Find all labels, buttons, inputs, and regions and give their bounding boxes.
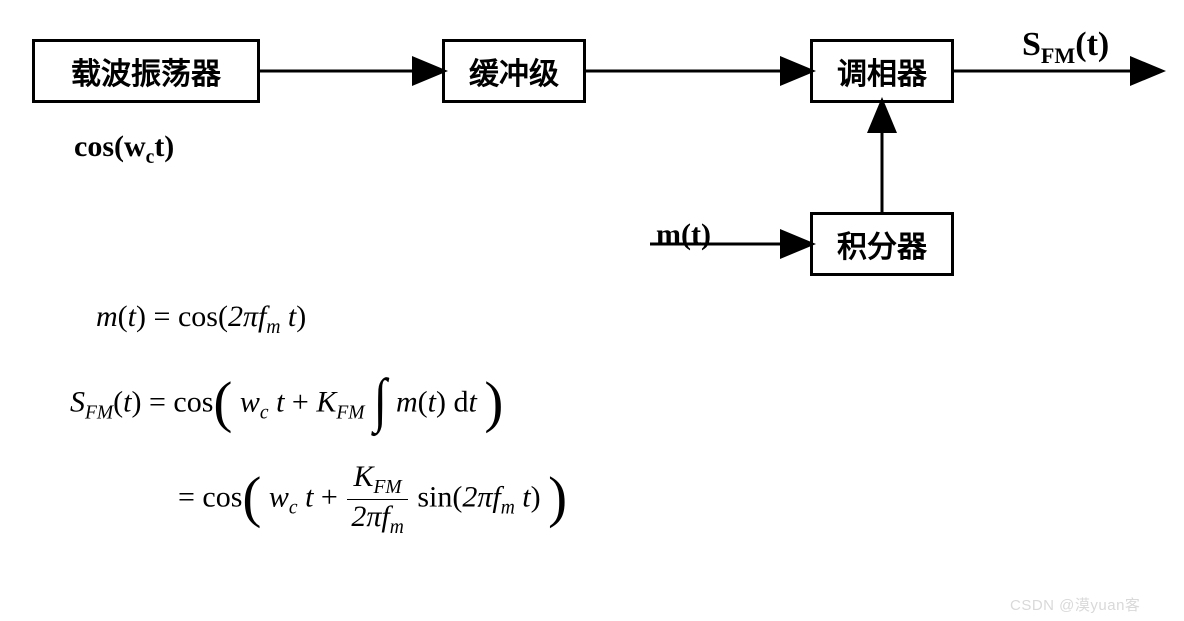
watermark: CSDN @漠yuan客 bbox=[1010, 594, 1140, 615]
node-integrator: 积分器 bbox=[810, 212, 954, 276]
node-oscillator-label: 载波振荡器 bbox=[71, 49, 221, 93]
label-cos-wct: cos(wct) bbox=[74, 130, 174, 169]
equation-m-t: m(t) = cos(2πfm t) bbox=[96, 300, 306, 339]
node-phase-modulator: 调相器 bbox=[810, 39, 954, 103]
node-buffer: 缓冲级 bbox=[442, 39, 586, 103]
node-buffer-label: 缓冲级 bbox=[469, 49, 559, 93]
node-integrator-label: 积分器 bbox=[837, 222, 927, 266]
equation-sfm: SFM(t) = cos( wc t + KFM ∫ m(t) dt ) bbox=[70, 370, 503, 439]
label-output-sfm: SFM(t) bbox=[1022, 26, 1109, 69]
node-oscillator: 载波振荡器 bbox=[32, 39, 260, 103]
label-m-t: m(t) bbox=[656, 218, 711, 252]
equation-sfm-expanded: = cos( wc t + KFM 2πfm sin(2πfm t) ) bbox=[178, 460, 567, 539]
node-phase-mod-label: 调相器 bbox=[837, 49, 927, 93]
